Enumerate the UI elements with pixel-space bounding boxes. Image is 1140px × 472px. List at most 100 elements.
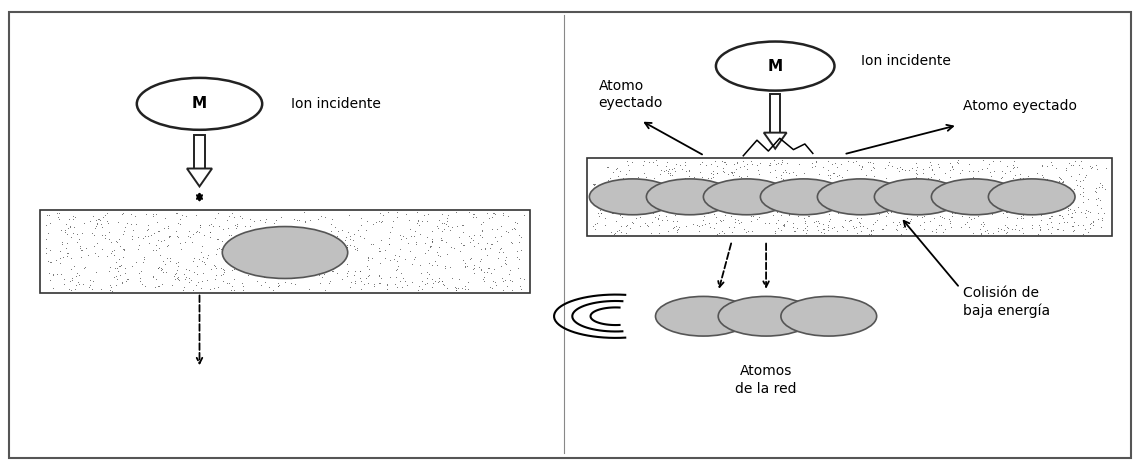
Point: [603, 210, 621, 217]
Point: [819, 223, 837, 231]
Point: [1033, 162, 1051, 169]
Point: [774, 175, 792, 183]
Point: [992, 175, 1010, 182]
Point: [212, 245, 230, 253]
Point: [921, 186, 939, 194]
Point: [372, 236, 390, 244]
Point: [54, 238, 72, 245]
Point: [659, 169, 677, 177]
Point: [1008, 163, 1026, 171]
Point: [214, 268, 233, 276]
Point: [351, 232, 369, 239]
Point: [223, 257, 242, 264]
Point: [889, 218, 907, 225]
Point: [914, 165, 933, 173]
Point: [728, 159, 747, 167]
Point: [609, 193, 627, 201]
Point: [820, 178, 838, 186]
Point: [174, 270, 193, 278]
Point: [405, 255, 423, 263]
Point: [757, 203, 775, 211]
Point: [651, 207, 669, 214]
Point: [242, 222, 260, 230]
Point: [454, 241, 472, 249]
Point: [1093, 214, 1112, 222]
Point: [742, 217, 760, 225]
Point: [423, 261, 441, 269]
Point: [508, 253, 527, 261]
Point: [423, 284, 441, 291]
Point: [659, 177, 677, 185]
Point: [122, 220, 140, 228]
Point: [1097, 164, 1115, 172]
Point: [105, 274, 123, 281]
Point: [510, 265, 528, 272]
Point: [1005, 193, 1024, 200]
Point: [1043, 224, 1061, 231]
Point: [1056, 188, 1074, 196]
Point: [730, 219, 748, 227]
Point: [650, 229, 668, 237]
Point: [428, 222, 446, 230]
Point: [627, 183, 645, 190]
Point: [711, 218, 730, 225]
Point: [471, 257, 489, 265]
Point: [186, 268, 204, 275]
Point: [742, 213, 760, 220]
Point: [789, 212, 807, 219]
Point: [896, 226, 914, 233]
Point: [90, 216, 108, 223]
Point: [821, 215, 839, 223]
Point: [887, 225, 905, 233]
Point: [180, 275, 198, 282]
Point: [326, 243, 344, 251]
Point: [1074, 188, 1092, 196]
Point: [586, 220, 604, 228]
Point: [668, 228, 686, 236]
Point: [435, 219, 454, 227]
Point: [657, 162, 675, 170]
Point: [731, 182, 749, 189]
Point: [311, 267, 329, 275]
Point: [795, 214, 813, 222]
Point: [360, 271, 378, 278]
Point: [144, 212, 162, 220]
Point: [836, 216, 854, 224]
Point: [909, 170, 927, 177]
Point: [219, 224, 237, 231]
Point: [101, 283, 120, 290]
Point: [1009, 186, 1027, 194]
Point: [814, 163, 832, 171]
Point: [807, 218, 825, 225]
Point: [391, 245, 409, 253]
Point: [934, 194, 952, 202]
Point: [287, 224, 306, 231]
Point: [512, 282, 530, 290]
Point: [886, 195, 904, 202]
Point: [666, 164, 684, 172]
Point: [943, 223, 961, 231]
Point: [936, 225, 954, 233]
Point: [825, 199, 844, 207]
Point: [654, 168, 673, 175]
Point: [978, 227, 996, 234]
Point: [714, 217, 732, 224]
Point: [1005, 157, 1024, 164]
Point: [389, 262, 407, 270]
Point: [749, 167, 767, 174]
Point: [187, 228, 205, 236]
Point: [675, 159, 693, 166]
Point: [659, 167, 677, 175]
Point: [712, 227, 731, 234]
Point: [894, 223, 912, 230]
Point: [66, 286, 84, 293]
Point: [467, 213, 486, 221]
Point: [137, 233, 155, 240]
Point: [1083, 163, 1101, 170]
Point: [66, 213, 84, 220]
Point: [299, 263, 317, 271]
Point: [345, 272, 364, 279]
Point: [93, 232, 112, 239]
Point: [204, 222, 222, 230]
Point: [435, 264, 454, 272]
